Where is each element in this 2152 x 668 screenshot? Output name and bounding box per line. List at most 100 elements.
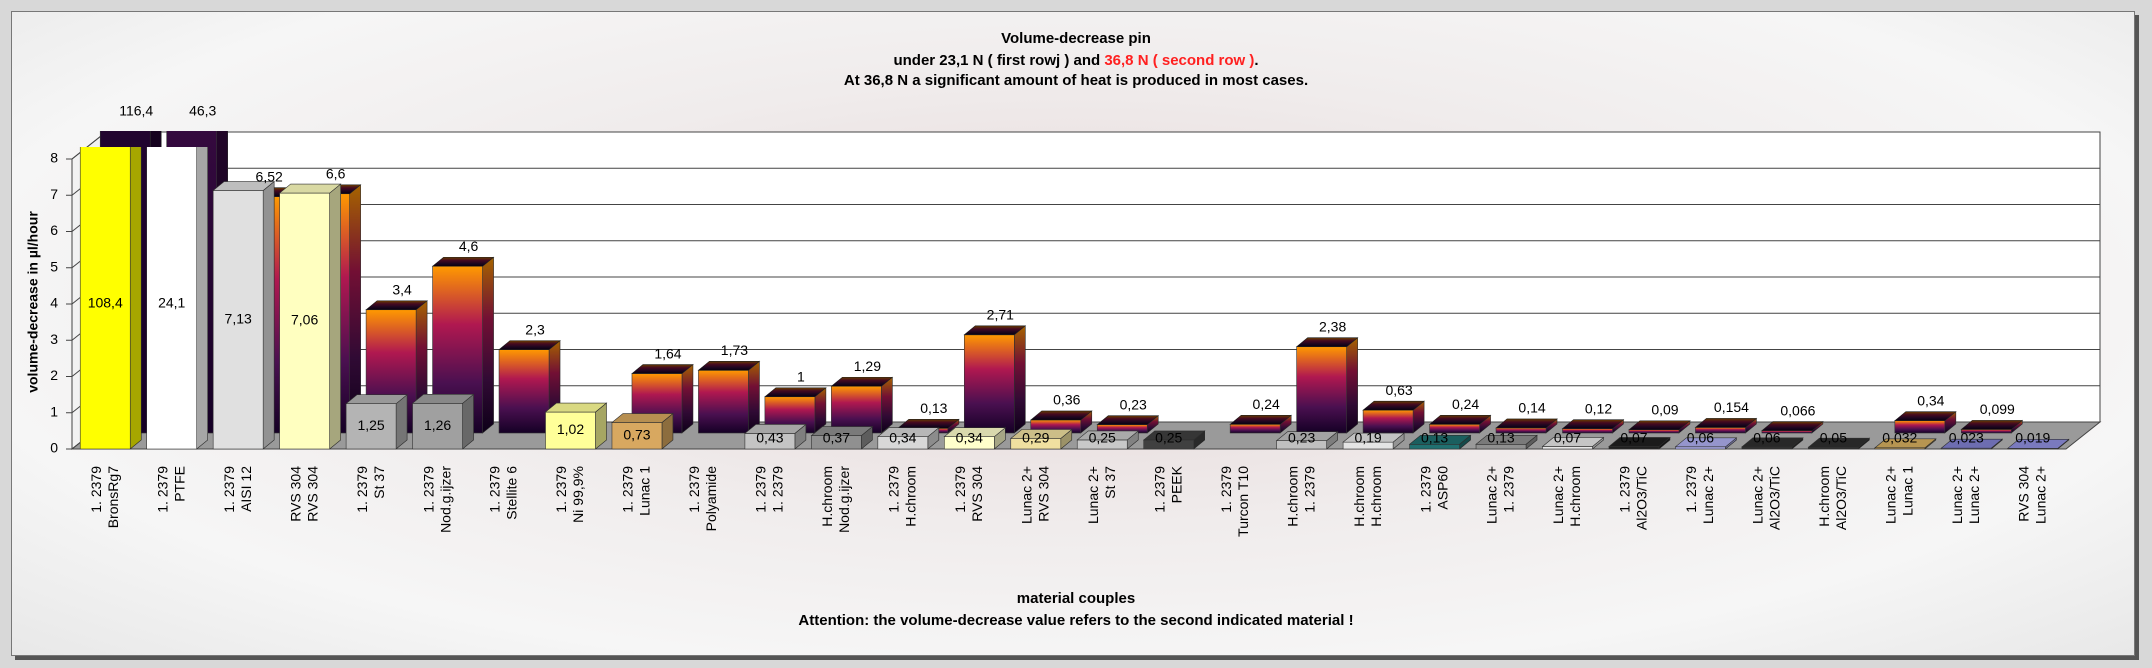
value-label: 0,25 [1089,430,1116,446]
bar-top-shade [897,419,959,429]
x-tick-label: Polyamide [703,466,719,532]
bar-top-shade [1230,415,1292,425]
bar-top-shade [811,426,873,436]
x-tick-label: 1. 2379 [420,466,436,513]
bar-side-shade [1060,429,1072,449]
value-label: 0,099 [1980,401,2015,417]
x-tick-label: Al2O3/TiC [1634,466,1650,530]
x-tick-label: RVS 304 [304,466,320,522]
bar-top-shade [1097,415,1159,425]
bar-top [1873,438,1937,449]
value-label: 0,24 [1452,396,1479,412]
bar-top-shade [366,300,428,310]
x-tick-label: Lunac 1 [637,466,653,516]
bar [412,403,463,450]
bar-top [1608,437,1671,447]
bar-top [611,413,674,423]
x-tick-label: 1. 2379 [487,466,503,513]
chart-subtitle: under 23,1 N ( first rowj ) and 36,8 N (… [0,52,2152,69]
bar-side-shade [462,394,474,449]
bar-top [1342,432,1405,443]
bar-side-shade [1612,419,1624,433]
bar-side-shade [396,394,408,449]
y-tick-label: 6 [50,222,58,238]
bar-top-shade [545,403,607,413]
bar-side-shade [1147,415,1159,433]
value-label: 0,63 [1385,382,1412,398]
x-tick-label: Ni 99,9% [570,466,586,523]
bar-side-shade [196,147,208,449]
value-label: 4,6 [459,238,479,254]
bar-top-shade [1628,420,1690,430]
value-label: 0,19 [1354,430,1381,446]
value-label: 0,06 [1753,430,1780,446]
value-label: 0,06 [1687,430,1714,446]
x-tick-label: 1. 2379 [88,466,104,513]
bar-top [876,427,940,437]
x-tick-label: Stellite 6 [504,466,520,520]
value-label: 0,34 [1917,392,1944,408]
value-label: 0,154 [1714,399,1749,415]
x-tick-label: 1. 2379 [1417,466,1433,513]
bar-top [2006,439,2070,449]
value-label: 0,066 [1780,402,1815,418]
bar-top-shade [1496,418,1558,428]
bar-top-shade [1808,438,1870,448]
value-label: 2,71 [987,306,1014,322]
y-tick-label: 0 [50,440,58,456]
bar-side-shade [1280,415,1292,433]
value-label: 6,52 [256,168,283,184]
y-axis-title: volume-decrease in µl/hour [25,211,41,393]
bar-top-shade [698,361,760,371]
bar-top [278,183,342,194]
x-tick-label: RVS 304 [287,466,303,522]
x-tick-label: H.chroom [1567,466,1583,527]
value-label: 0,73 [623,426,650,442]
bar-top-shade [1010,429,1072,439]
value-label: 0,29 [1022,430,1049,446]
x-tick-label: Lunac 2+ [1018,466,1034,524]
subtitle-text: under 23,1 N ( first rowj ) and [893,52,1101,69]
bar-top-shade [2007,439,2069,449]
chart-note: At 36,8 N a significant amount of heat i… [843,72,1309,89]
y-tick-label: 1 [50,403,58,419]
value-label: 0,019 [2015,430,2050,446]
bar-side-shade [861,426,873,449]
value-label: 0,34 [889,430,916,446]
x-axis-title: material couples [1016,590,1136,607]
bar [611,422,663,450]
x-tick-label: 1. 2379 [886,466,902,513]
bar-top-shade [432,257,494,267]
x-tick-label: PEEK [1168,465,1184,503]
x-tick-label: 1. 2379 [1501,466,1517,513]
bar-top-shade [1874,438,1936,448]
bar-top-shade [877,427,939,437]
x-tick-label: 1. 2379 [770,466,786,513]
y-tick-label: 3 [50,331,58,347]
bar-side-shade [748,361,760,433]
x-tick-label: 1. 2379 [686,466,702,513]
bar-side-shade [814,387,826,433]
value-label: 7,06 [291,312,318,328]
x-tick-label: Turcon T10 [1235,466,1251,537]
bar-top [1142,430,1206,441]
bar-side-shade [1479,415,1491,433]
bar-side-shade [927,427,939,449]
value-label: 0,13 [1421,430,1448,446]
x-tick-label: H.chroom [1368,466,1384,527]
bar-top-shade [412,394,474,404]
bar-top-shade [1409,435,1471,445]
x-tick-label: Lunac 2+ [1700,466,1716,524]
value-label: 2,38 [1319,318,1346,334]
x-tick-label: BronsRg7 [105,466,121,528]
x-tick-label: RVS 304 [969,466,985,522]
value-label: 0,13 [1487,430,1514,446]
bar-top [1674,437,1738,448]
x-tick-label: Lunac 2+ [1484,466,1500,524]
y-tick-label: 5 [50,258,58,274]
bar-top [212,181,276,191]
value-label: 1,73 [721,342,748,358]
bar-top-shade [1077,430,1139,440]
bar-top-shade [213,181,275,191]
value-label: 0,13 [920,400,947,416]
